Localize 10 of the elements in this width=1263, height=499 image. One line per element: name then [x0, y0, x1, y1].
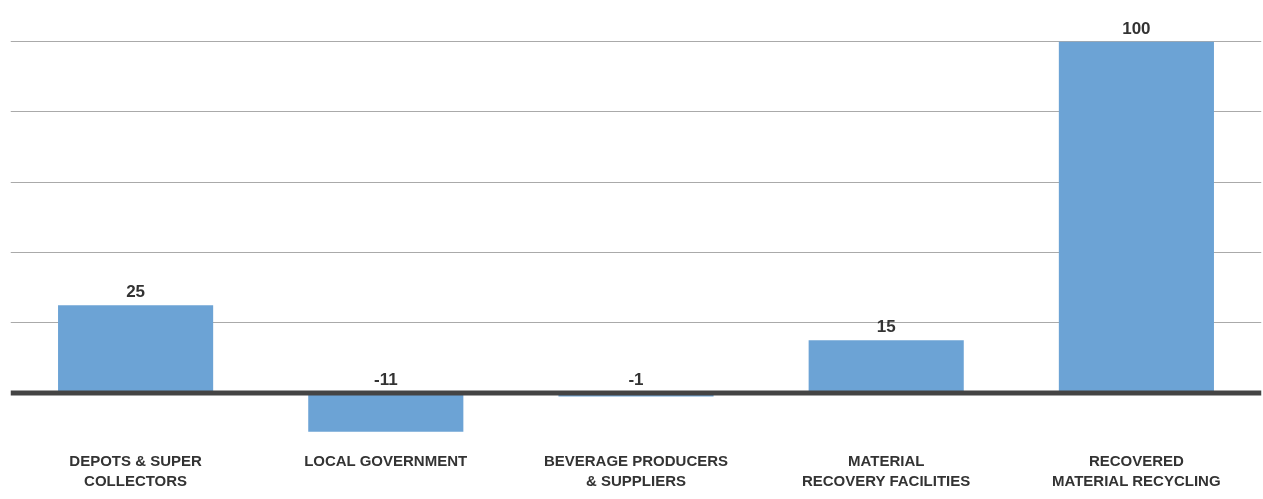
- x-tick-label: LOCAL GOVERNMENT: [304, 451, 468, 469]
- x-tick-label: MATERIAL RECOVERY FACILITIES: [801, 451, 971, 489]
- x-tick-label: RECOVERED MATERIAL RECYCLING: [1051, 451, 1221, 489]
- data-label: -11: [373, 370, 398, 390]
- data-label: -1: [628, 370, 644, 390]
- data-label: 100: [1122, 18, 1151, 38]
- x-tick-label: DEPOTS & SUPER COLLECTORS: [69, 451, 203, 489]
- data-label: 15: [876, 317, 896, 337]
- data-label: 25: [126, 282, 146, 302]
- x-tick-label: BEVERAGE PRODUCERS & SUPPLIERS: [543, 451, 729, 489]
